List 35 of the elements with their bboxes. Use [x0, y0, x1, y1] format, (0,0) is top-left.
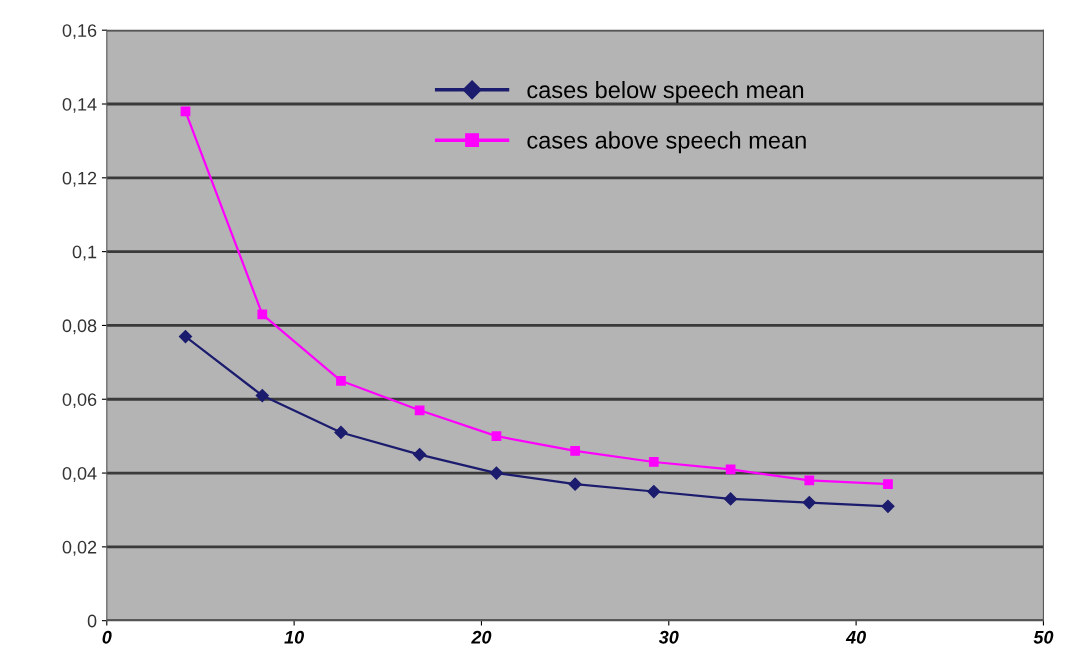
y-tick-label: 0,1: [72, 245, 97, 261]
y-tick-label: 0,14: [62, 97, 97, 113]
point: [257, 309, 268, 320]
point: [489, 466, 504, 480]
point: [804, 475, 815, 486]
point: [883, 479, 893, 489]
point: [647, 484, 661, 499]
y-tick-label: 0,12: [62, 171, 97, 187]
point: [255, 388, 269, 403]
point: [336, 375, 346, 386]
legend-label: cases above speech mean: [527, 131, 806, 154]
point: [413, 448, 427, 462]
legend-label: cases below speech mean: [527, 80, 804, 103]
y-tick-label: 0,16: [62, 24, 97, 40]
point: [334, 425, 348, 440]
point: [491, 431, 502, 442]
point: [724, 492, 738, 506]
point: [802, 495, 816, 510]
y-tick-label: 0,04: [62, 466, 97, 482]
x-tick-label: 30: [658, 630, 679, 644]
x-tick-label: 40: [845, 630, 866, 644]
y-tick-label: 0,06: [62, 393, 97, 409]
point: [570, 446, 580, 456]
y-tick-label: 0: [87, 614, 97, 628]
point: [414, 405, 425, 416]
x-tick-label: 50: [1033, 630, 1054, 644]
point: [881, 499, 895, 513]
x-tick-label: 20: [471, 630, 492, 644]
y-tick-label: 0,02: [62, 540, 97, 556]
point: [648, 457, 659, 467]
point: [178, 329, 193, 344]
x-tick-label: 0: [102, 630, 112, 644]
x-tick-label: 10: [284, 630, 304, 644]
point: [568, 477, 582, 491]
y-tick-label: 0,08: [62, 319, 97, 335]
